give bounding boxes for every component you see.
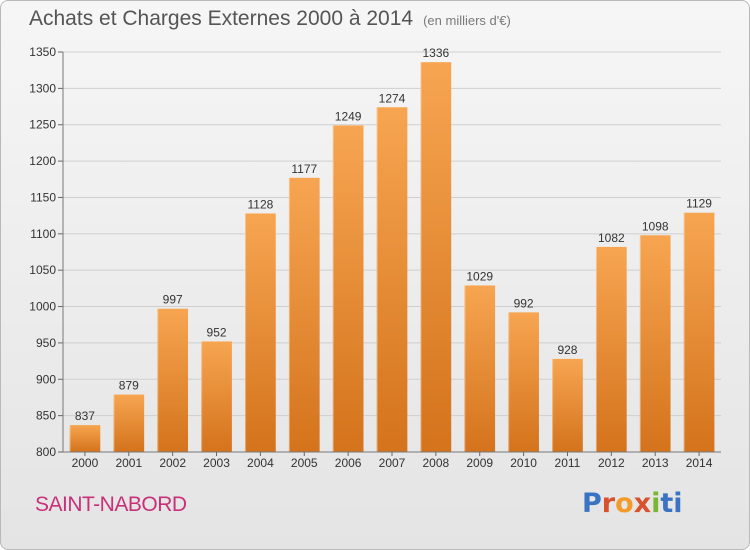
bar [420,62,452,452]
axes [58,51,721,456]
y-tick-label: 850 [36,409,56,423]
labels: 800 850 900 950 1000 1050 1100 1150 1200 1250 1300… [29,45,712,470]
x-tick-label: 2010 [510,456,537,470]
data-label: 992 [514,296,534,310]
bar [157,308,189,452]
bar [508,312,539,452]
logo-letter: i [673,488,683,519]
y-tick-label: 1100 [30,227,56,241]
data-label: 1129 [686,197,712,211]
y-tick-label: 800 [36,445,56,459]
logo-letter: t [660,488,674,519]
logo-letter: o [615,488,634,519]
x-tick-label: 2012 [598,456,625,470]
data-label: 1128 [247,197,273,211]
bar [552,358,583,452]
data-label: 1274 [379,91,406,105]
x-tick-label: 2013 [642,456,669,470]
chart-title-text: Achats et Charges Externes 2000 à 2014 [29,7,414,30]
bar [69,425,101,452]
bar [288,177,320,452]
y-tick-label: 1350 [29,45,56,59]
x-tick-label: 2000 [72,456,99,470]
logo-letter: P [582,488,602,519]
bar [464,285,496,452]
chart-subtitle: (en milliers d'€) [423,13,511,28]
logo-letter: i [651,488,661,519]
data-label: 837 [75,409,95,423]
bar [376,107,408,452]
x-tick-label: 2004 [247,456,274,470]
data-label: 1098 [642,219,669,233]
x-tick-label: 2009 [466,456,493,470]
commune-name: SAINT-NABORD [35,493,187,516]
y-tick-label: 1150 [30,190,56,204]
logo-letter: r [601,488,616,519]
y-tick-label: 1250 [29,118,56,132]
y-tick-label: 1200 [29,154,56,168]
proxiti-logo: Proxiti [582,488,683,519]
data-label: 1177 [291,162,317,176]
x-tick-label: 2006 [335,456,362,470]
y-tick-label: 1300 [29,81,56,95]
x-tick-label: 2008 [423,456,450,470]
x-tick-label: 2005 [291,456,318,470]
bar [245,213,276,452]
data-label: 1249 [335,109,362,123]
bar [595,246,627,452]
bar [683,212,715,452]
x-tick-label: 2007 [379,456,406,470]
x-tick-label: 2011 [555,456,581,470]
chart-title: Achats et Charges Externes 2000 à 2014 (e… [29,7,511,31]
data-label: 1336 [423,46,450,60]
bars [69,62,715,453]
bar [332,125,364,453]
y-tick-label: 1000 [29,300,56,314]
data-label: 997 [163,293,183,307]
data-label: 928 [557,343,577,357]
data-label: 952 [207,325,227,339]
x-tick-label: 2001 [115,456,142,470]
data-label: 1029 [466,269,493,283]
x-tick-label: 2014 [686,456,713,470]
logo-letter: x [633,488,652,519]
bar [201,341,232,452]
data-label: 1082 [598,231,625,245]
bar [113,394,145,452]
data-label: 879 [119,379,139,393]
y-tick-label: 900 [36,372,56,386]
y-tick-label: 1050 [29,263,56,277]
y-tick-label: 950 [36,336,56,350]
bar [639,235,671,452]
x-tick-label: 2002 [159,456,186,470]
x-tick-label: 2003 [203,456,230,470]
